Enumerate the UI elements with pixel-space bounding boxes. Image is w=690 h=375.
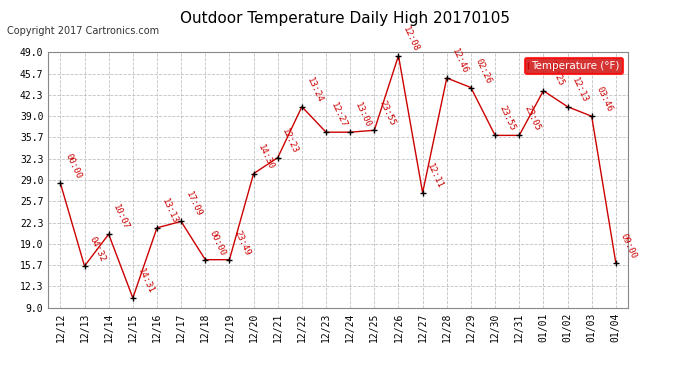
Text: 12:11: 12:11: [426, 162, 445, 190]
Text: 17:09: 17:09: [184, 190, 204, 219]
Text: 10:07: 10:07: [112, 203, 131, 231]
Text: 23:49: 23:49: [233, 229, 252, 257]
Text: 12:46: 12:46: [450, 47, 469, 75]
Text: 00:00: 00:00: [63, 152, 83, 180]
Text: 12:13: 12:13: [571, 76, 590, 104]
Text: 13:00: 13:00: [353, 101, 373, 129]
Text: 13:13: 13:13: [160, 197, 179, 225]
Text: 12:23: 12:23: [281, 127, 300, 155]
Text: 12:08: 12:08: [402, 25, 421, 53]
Text: 09:00: 09:00: [619, 232, 638, 260]
Text: 03:46: 03:46: [595, 85, 614, 114]
Legend: Temperature (°F): Temperature (°F): [525, 58, 622, 74]
Text: 23:55: 23:55: [377, 99, 397, 128]
Text: 14:31: 14:31: [136, 267, 155, 295]
Text: Copyright 2017 Cartronics.com: Copyright 2017 Cartronics.com: [7, 26, 159, 36]
Text: 23:05: 23:05: [522, 104, 542, 133]
Text: 04:32: 04:32: [88, 235, 107, 263]
Text: 12:27: 12:27: [329, 101, 348, 129]
Text: 13:25: 13:25: [546, 60, 566, 88]
Text: 23:55: 23:55: [498, 104, 518, 133]
Text: 14:30: 14:30: [257, 142, 276, 171]
Text: 00:00: 00:00: [208, 229, 228, 257]
Text: 13:24: 13:24: [305, 76, 324, 104]
Text: 02:26: 02:26: [474, 57, 493, 85]
Text: Outdoor Temperature Daily High 20170105: Outdoor Temperature Daily High 20170105: [180, 11, 510, 26]
